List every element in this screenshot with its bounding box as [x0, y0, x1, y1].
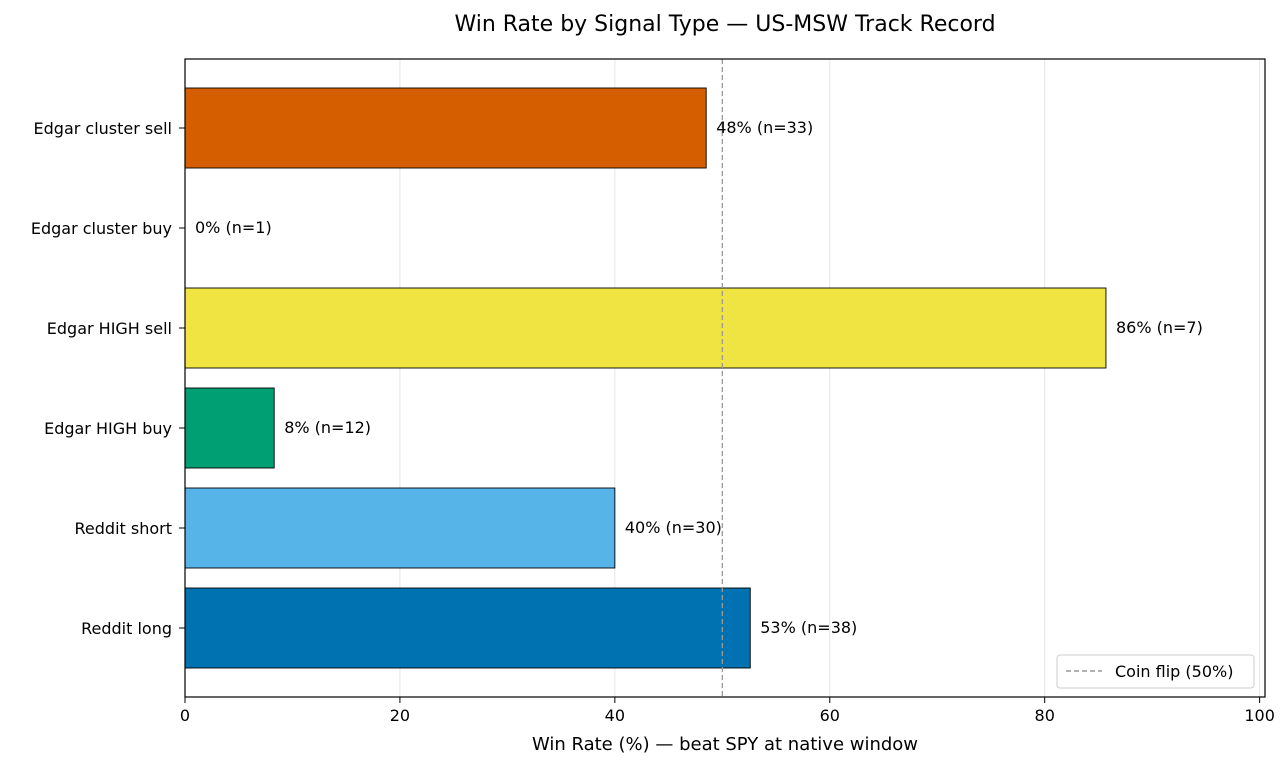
y-tick-label: Edgar cluster sell — [34, 119, 172, 138]
y-tick-label: Edgar cluster buy — [31, 219, 172, 238]
legend-coin-flip-label: Coin flip (50%) — [1115, 662, 1233, 681]
legend-box — [1056, 654, 1255, 689]
data-label: 86% (n=7) — [1116, 318, 1203, 337]
data-label: 8% (n=12) — [284, 418, 371, 437]
bars — [184, 87, 1107, 669]
x-axis-label: Win Rate (%) — beat SPY at native window — [532, 734, 918, 755]
plot-frame — [184, 58, 1266, 698]
data-labels: 48% (n=33) 0% (n=1) 86% (n=7) 8% (n=12) 40% … — [195, 118, 1203, 637]
y-tick-label: Reddit long — [81, 619, 172, 638]
y-tick-label: Edgar HIGH sell — [47, 319, 172, 338]
x-tick-label: 100 — [1244, 706, 1275, 725]
data-label: 0% (n=1) — [195, 218, 272, 237]
bar — [184, 87, 707, 169]
x-tick-label: 40 — [605, 706, 625, 725]
data-label: 53% (n=38) — [760, 618, 857, 637]
x-axis-ticks: 0 20 40 60 80 100 — [180, 697, 1275, 725]
x-tick-label: 60 — [820, 706, 840, 725]
x-tick-label: 80 — [1035, 706, 1055, 725]
x-tick-label: 0 — [180, 706, 190, 725]
data-label: 48% (n=33) — [716, 118, 813, 137]
y-tick-label: Edgar HIGH buy — [44, 419, 172, 438]
legend: Coin flip (50%) — [1056, 654, 1255, 689]
bar — [184, 287, 1107, 369]
bar — [184, 587, 751, 669]
x-tick-label: 20 — [390, 706, 410, 725]
y-axis-ticks: Edgar cluster sell Edgar cluster buy Edgar… — [31, 119, 185, 638]
bar — [184, 487, 616, 569]
chart-title: Win Rate by Signal Type — US-MSW Track R… — [454, 12, 995, 37]
bar — [184, 387, 275, 469]
y-tick-label: Reddit short — [75, 519, 172, 538]
data-label: 40% (n=30) — [625, 518, 722, 537]
